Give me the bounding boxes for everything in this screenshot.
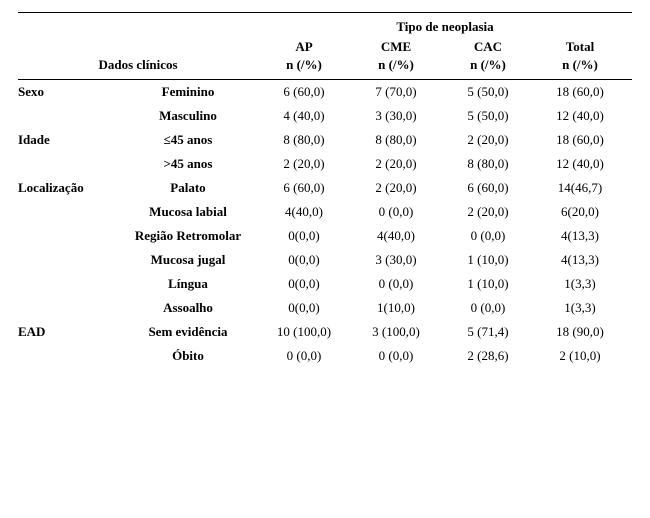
cell-value: 1(3,3) xyxy=(534,300,626,316)
cell-value: 0(0,0) xyxy=(258,276,350,292)
table-row: LocalizaçãoPalato6 (60,0)2 (20,0)6 (60,0… xyxy=(18,176,632,200)
cell-value: 2 (20,0) xyxy=(442,132,534,148)
cell-value: 1 (10,0) xyxy=(442,252,534,268)
sub-header-1: n (/%) xyxy=(350,57,442,73)
cell-value: 2 (20,0) xyxy=(258,156,350,172)
row-label: Mucosa jugal xyxy=(118,252,258,268)
cell-value: 18 (90,0) xyxy=(534,324,626,340)
table-row: Região Retromolar0(0,0)4(40,0)0 (0,0)4(1… xyxy=(18,224,632,248)
cell-value: 10 (100,0) xyxy=(258,324,350,340)
cell-value: 2 (20,0) xyxy=(350,156,442,172)
cell-value: 0 (0,0) xyxy=(258,348,350,364)
cell-value: 3 (30,0) xyxy=(350,252,442,268)
cell-value: 18 (60,0) xyxy=(534,84,626,100)
cell-value: 0 (0,0) xyxy=(350,276,442,292)
table-row: Assoalho0(0,0)1(10,0)0 (0,0)1(3,3) xyxy=(18,296,632,320)
cell-value: 3 (30,0) xyxy=(350,108,442,124)
cell-value: 8 (80,0) xyxy=(442,156,534,172)
header-row-1: Tipo de neoplasia xyxy=(18,12,632,39)
table-body: SexoFeminino6 (60,0)7 (70,0)5 (50,0)18 (… xyxy=(18,80,632,368)
table-row: SexoFeminino6 (60,0)7 (70,0)5 (50,0)18 (… xyxy=(18,80,632,104)
cell-value: 4(13,3) xyxy=(534,252,626,268)
table-row: Mucosa jugal0(0,0)3 (30,0)1 (10,0)4(13,3… xyxy=(18,248,632,272)
clinical-table: Tipo de neoplasia AP CME CAC Total Dados… xyxy=(18,12,632,368)
row-label: >45 anos xyxy=(118,156,258,172)
cell-value: 0 (0,0) xyxy=(350,348,442,364)
cell-value: 1 (10,0) xyxy=(442,276,534,292)
cell-value: 3 (100,0) xyxy=(350,324,442,340)
row-label: Palato xyxy=(118,180,258,196)
cell-value: 0(0,0) xyxy=(258,252,350,268)
cell-value: 5 (50,0) xyxy=(442,84,534,100)
row-label: Sem evidência xyxy=(118,324,258,340)
col-header-ap: AP xyxy=(258,39,350,55)
cell-value: 0 (0,0) xyxy=(442,300,534,316)
cell-value: 2 (28,6) xyxy=(442,348,534,364)
row-label: Feminino xyxy=(118,84,258,100)
row-label: Região Retromolar xyxy=(118,228,258,244)
row-label: Mucosa labial xyxy=(118,204,258,220)
col-header-cac: CAC xyxy=(442,39,534,55)
cell-value: 4(13,3) xyxy=(534,228,626,244)
cell-value: 5 (71,4) xyxy=(442,324,534,340)
table-row: Língua0(0,0)0 (0,0)1 (10,0)1(3,3) xyxy=(18,272,632,296)
table-row: EADSem evidência10 (100,0)3 (100,0)5 (71… xyxy=(18,320,632,344)
cell-value: 0 (0,0) xyxy=(442,228,534,244)
group-label: Localização xyxy=(18,180,118,196)
sub-header-3: n (/%) xyxy=(534,57,626,73)
row-label: Masculino xyxy=(118,108,258,124)
header-row-3: Dados clínicos n (/%) n (/%) n (/%) n (/… xyxy=(18,55,632,80)
table-row: Masculino4 (40,0)3 (30,0)5 (50,0)12 (40,… xyxy=(18,104,632,128)
col-header-total: Total xyxy=(534,39,626,55)
sub-header-2: n (/%) xyxy=(442,57,534,73)
cell-value: 6(20,0) xyxy=(534,204,626,220)
col-header-cme: CME xyxy=(350,39,442,55)
cell-value: 0(0,0) xyxy=(258,228,350,244)
row-label: ≤45 anos xyxy=(118,132,258,148)
header-row-2: AP CME CAC Total xyxy=(18,39,632,55)
cell-value: 7 (70,0) xyxy=(350,84,442,100)
table-row: Mucosa labial4(40,0)0 (0,0)2 (20,0)6(20,… xyxy=(18,200,632,224)
cell-value: 1(3,3) xyxy=(534,276,626,292)
table-row: Óbito0 (0,0)0 (0,0)2 (28,6)2 (10,0) xyxy=(18,344,632,368)
cell-value: 5 (50,0) xyxy=(442,108,534,124)
super-header: Tipo de neoplasia xyxy=(258,13,632,39)
cell-value: 14(46,7) xyxy=(534,180,626,196)
cell-value: 4(40,0) xyxy=(258,204,350,220)
cell-value: 8 (80,0) xyxy=(258,132,350,148)
cell-value: 18 (60,0) xyxy=(534,132,626,148)
row-label: Óbito xyxy=(118,348,258,364)
cell-value: 12 (40,0) xyxy=(534,156,626,172)
cell-value: 4(40,0) xyxy=(350,228,442,244)
cell-value: 6 (60,0) xyxy=(258,180,350,196)
sub-header-0: n (/%) xyxy=(258,57,350,73)
cell-value: 0(0,0) xyxy=(258,300,350,316)
row-label: Assoalho xyxy=(118,300,258,316)
table-row: Idade≤45 anos8 (80,0)8 (80,0)2 (20,0)18 … xyxy=(18,128,632,152)
cell-value: 2 (10,0) xyxy=(534,348,626,364)
row-label: Língua xyxy=(118,276,258,292)
cell-value: 2 (20,0) xyxy=(350,180,442,196)
group-label: EAD xyxy=(18,324,118,340)
cell-value: 12 (40,0) xyxy=(534,108,626,124)
dados-label: Dados clínicos xyxy=(18,57,258,73)
cell-value: 1(10,0) xyxy=(350,300,442,316)
cell-value: 6 (60,0) xyxy=(258,84,350,100)
cell-value: 0 (0,0) xyxy=(350,204,442,220)
cell-value: 6 (60,0) xyxy=(442,180,534,196)
cell-value: 8 (80,0) xyxy=(350,132,442,148)
cell-value: 4 (40,0) xyxy=(258,108,350,124)
table-row: >45 anos2 (20,0)2 (20,0)8 (80,0)12 (40,0… xyxy=(18,152,632,176)
cell-value: 2 (20,0) xyxy=(442,204,534,220)
group-label: Sexo xyxy=(18,84,118,100)
group-label: Idade xyxy=(18,132,118,148)
